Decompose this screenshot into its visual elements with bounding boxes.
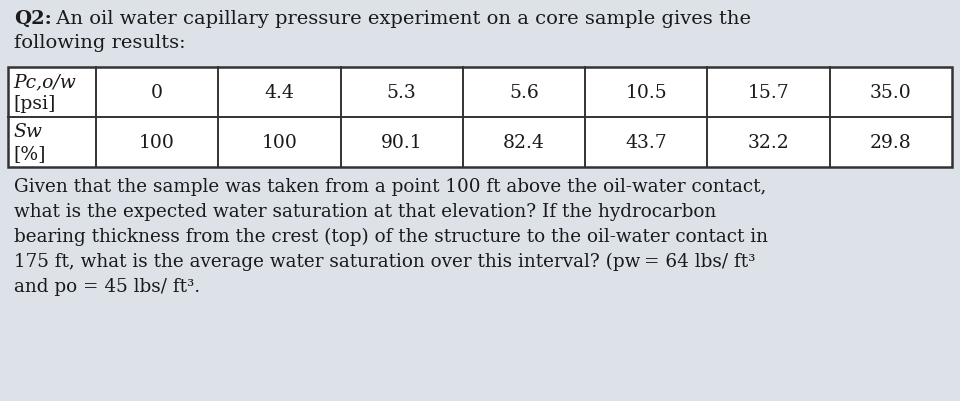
Text: 29.8: 29.8 [870, 134, 912, 152]
Text: 5.3: 5.3 [387, 84, 417, 102]
Text: An oil water capillary pressure experiment on a core sample gives the: An oil water capillary pressure experime… [50, 10, 751, 28]
Text: 82.4: 82.4 [503, 134, 545, 152]
Text: 4.4: 4.4 [265, 84, 295, 102]
Text: 100: 100 [139, 134, 175, 152]
Text: 5.6: 5.6 [509, 84, 539, 102]
Text: 90.1: 90.1 [381, 134, 422, 152]
Text: 10.5: 10.5 [625, 84, 667, 102]
Text: bearing thickness from the crest (top) of the structure to the oil-water contact: bearing thickness from the crest (top) o… [14, 227, 768, 246]
Text: [psi]: [psi] [13, 95, 56, 113]
Text: 15.7: 15.7 [748, 84, 789, 102]
Bar [8, 68, 952, 168]
Text: 0: 0 [151, 84, 163, 102]
Text: 32.2: 32.2 [748, 134, 789, 152]
Text: Q2:: Q2: [14, 10, 52, 28]
Text: Pc,o/w: Pc,o/w [13, 73, 76, 91]
Text: 43.7: 43.7 [625, 134, 667, 152]
Text: Given that the sample was taken from a point 100 ft above the oil-water contact,: Given that the sample was taken from a p… [14, 178, 766, 196]
Text: 100: 100 [261, 134, 298, 152]
Text: what is the expected water saturation at that elevation? If the hydrocarbon: what is the expected water saturation at… [14, 203, 716, 221]
Text: 175 ft, what is the average water saturation over this interval? (pw = 64 lbs/ f: 175 ft, what is the average water satura… [14, 252, 756, 271]
Text: Sw: Sw [13, 123, 42, 141]
Text: [%]: [%] [13, 145, 45, 162]
Text: 35.0: 35.0 [870, 84, 912, 102]
Text: following results:: following results: [14, 34, 185, 52]
Text: and po = 45 lbs/ ft³.: and po = 45 lbs/ ft³. [14, 277, 200, 295]
